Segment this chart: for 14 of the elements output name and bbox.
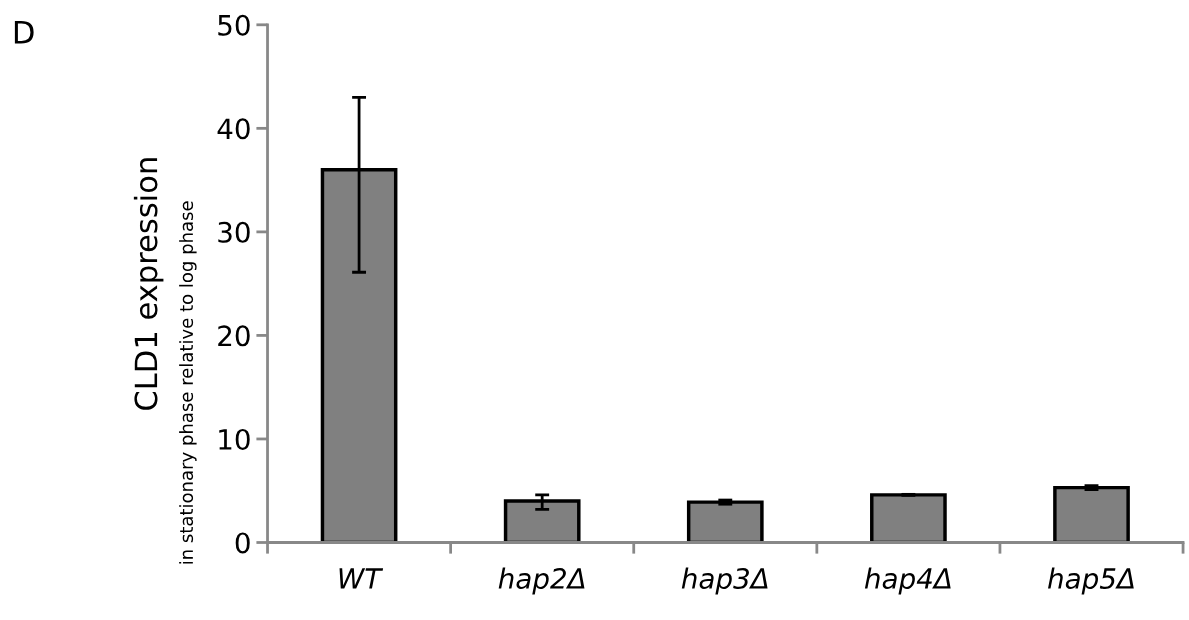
x-tick-label: WT (339, 568, 384, 589)
x-tick-label: hap2Δ (498, 567, 585, 595)
text: D (14, 21, 34, 44)
y-tick-label: 30 (218, 221, 250, 243)
y-axis-title: CLD1 expression (133, 158, 164, 410)
y-tick-label: 20 (218, 325, 250, 347)
y-tick-label: 10 (219, 428, 250, 450)
y-tick-label: 50 (218, 14, 250, 36)
y-tick-label: 0 (235, 532, 250, 554)
y-tick-label: 40 (217, 118, 250, 140)
x-tick-label: hap4Δ (864, 567, 951, 595)
x-tick-label: hap5Δ (1048, 567, 1134, 595)
x-tick-label: hap3Δ (681, 567, 768, 595)
text: in stationary phase relative to log phase (179, 201, 197, 564)
